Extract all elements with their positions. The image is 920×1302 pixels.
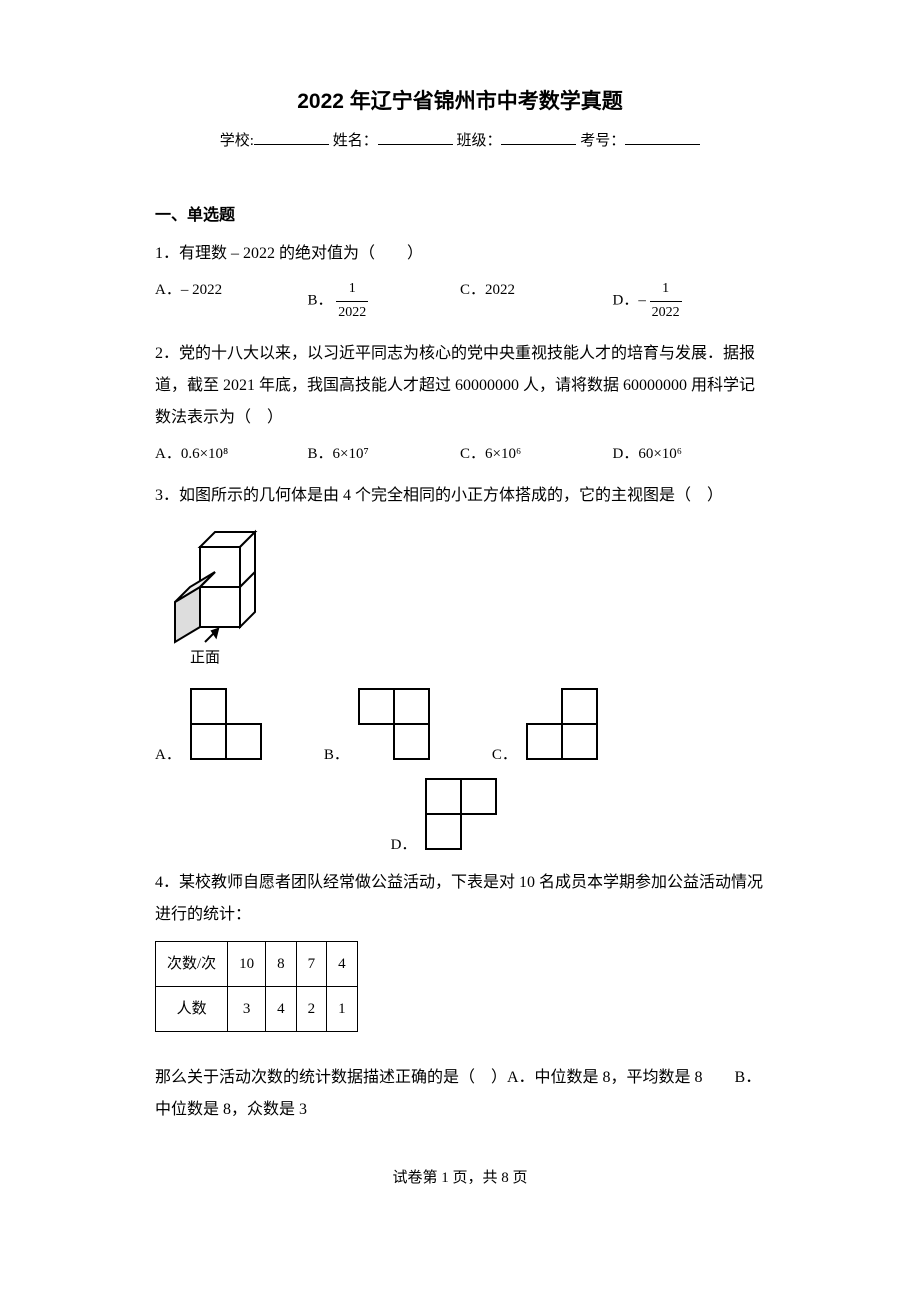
q1-optA: A．– 2022 — [155, 278, 308, 324]
class-label: 班级： — [456, 133, 501, 149]
viewB-svg — [357, 687, 462, 767]
q3-viewD-row: D． — [155, 777, 765, 857]
cell: 8 — [266, 941, 297, 986]
page-title: 2022 年辽宁省锦州市中考数学真题 — [155, 85, 765, 119]
q2-optC: C．6×10⁶ — [460, 442, 613, 466]
school-blank — [254, 130, 329, 145]
cell: 次数/次 — [156, 941, 228, 986]
page-footer: 试卷第 1 页，共 8 页 — [155, 1166, 765, 1190]
school-label: 学校: — [220, 133, 254, 149]
viewD-svg — [424, 777, 529, 857]
info-line: 学校: 姓名： 班级： 考号： — [155, 129, 765, 153]
q3-optB-label: B． — [324, 743, 349, 767]
q3-viewC: C． — [492, 687, 630, 767]
table-row: 次数/次 10 8 7 4 — [156, 941, 358, 986]
q2-optA: A．0.6×10⁸ — [155, 442, 308, 466]
cube-svg: 正面 — [170, 527, 275, 672]
q1-optC: C．2022 — [460, 278, 613, 324]
name-blank — [378, 130, 453, 145]
q2-optB: B．6×10⁷ — [308, 442, 461, 466]
q2-optD: D．60×10⁶ — [613, 442, 766, 466]
q1-optB: B． 1 2022 — [308, 278, 461, 324]
cell: 1 — [327, 986, 358, 1031]
question-3: 3．如图所示的几何体是由 4 个完全相同的小正方体搭成的，它的主视图是（ ） — [155, 480, 765, 512]
viewC-svg — [525, 687, 630, 767]
cell: 10 — [228, 941, 266, 986]
question-4: 4．某校教师自愿者团队经常做公益活动，下表是对 10 名成员本学期参加公益活动情… — [155, 867, 765, 931]
q3-viewD: D． — [391, 777, 530, 857]
viewA-svg — [189, 687, 294, 767]
examno-blank — [625, 130, 700, 145]
question-2: 2．党的十八大以来，以习近平同志为核心的党中央重视技能人才的培育与发展．据报道，… — [155, 338, 765, 434]
q3-viewB: B． — [324, 687, 462, 767]
q1-options: A．– 2022 B． 1 2022 C．2022 D．– 1 2022 — [155, 278, 765, 324]
cell: 4 — [327, 941, 358, 986]
q3-optC-label: C． — [492, 743, 517, 767]
q1-optB-prefix: B． — [308, 293, 333, 309]
q3-optD-label: D． — [391, 833, 417, 857]
cell: 3 — [228, 986, 266, 1031]
q3-3d-figure: 正面 — [170, 527, 765, 672]
q2-options: A．0.6×10⁸ B．6×10⁷ C．6×10⁶ D．60×10⁶ — [155, 442, 765, 466]
cell: 4 — [266, 986, 297, 1031]
q1-optD-den: 2022 — [650, 302, 682, 324]
q1-optB-fraction: 1 2022 — [336, 278, 368, 324]
front-label: 正面 — [190, 650, 220, 666]
cell: 7 — [296, 941, 327, 986]
q1-optD-num: 1 — [650, 278, 682, 301]
cell: 2 — [296, 986, 327, 1031]
q1-optD-fraction: 1 2022 — [650, 278, 682, 324]
cell: 人数 — [156, 986, 228, 1031]
q3-viewA: A． — [155, 687, 294, 767]
stats-table: 次数/次 10 8 7 4 人数 3 4 2 1 — [155, 941, 358, 1032]
q4-conclusion: 那么关于活动次数的统计数据描述正确的是（ ）A．中位数是 8，平均数是 8 B．… — [155, 1062, 765, 1126]
name-label: 姓名： — [333, 133, 378, 149]
q3-optA-label: A． — [155, 743, 181, 767]
class-blank — [501, 130, 576, 145]
section-header: 一、单选题 — [155, 203, 765, 229]
q1-optB-num: 1 — [336, 278, 368, 301]
q1-optD: D．– 1 2022 — [613, 278, 766, 324]
q1-optB-den: 2022 — [336, 302, 368, 324]
question-1: 1．有理数 – 2022 的绝对值为（ ） — [155, 238, 765, 270]
table-row: 人数 3 4 2 1 — [156, 986, 358, 1031]
examno-label: 考号： — [580, 133, 625, 149]
q3-views-row: A． B． C． — [155, 687, 765, 767]
q1-optD-prefix: D．– — [613, 293, 646, 309]
